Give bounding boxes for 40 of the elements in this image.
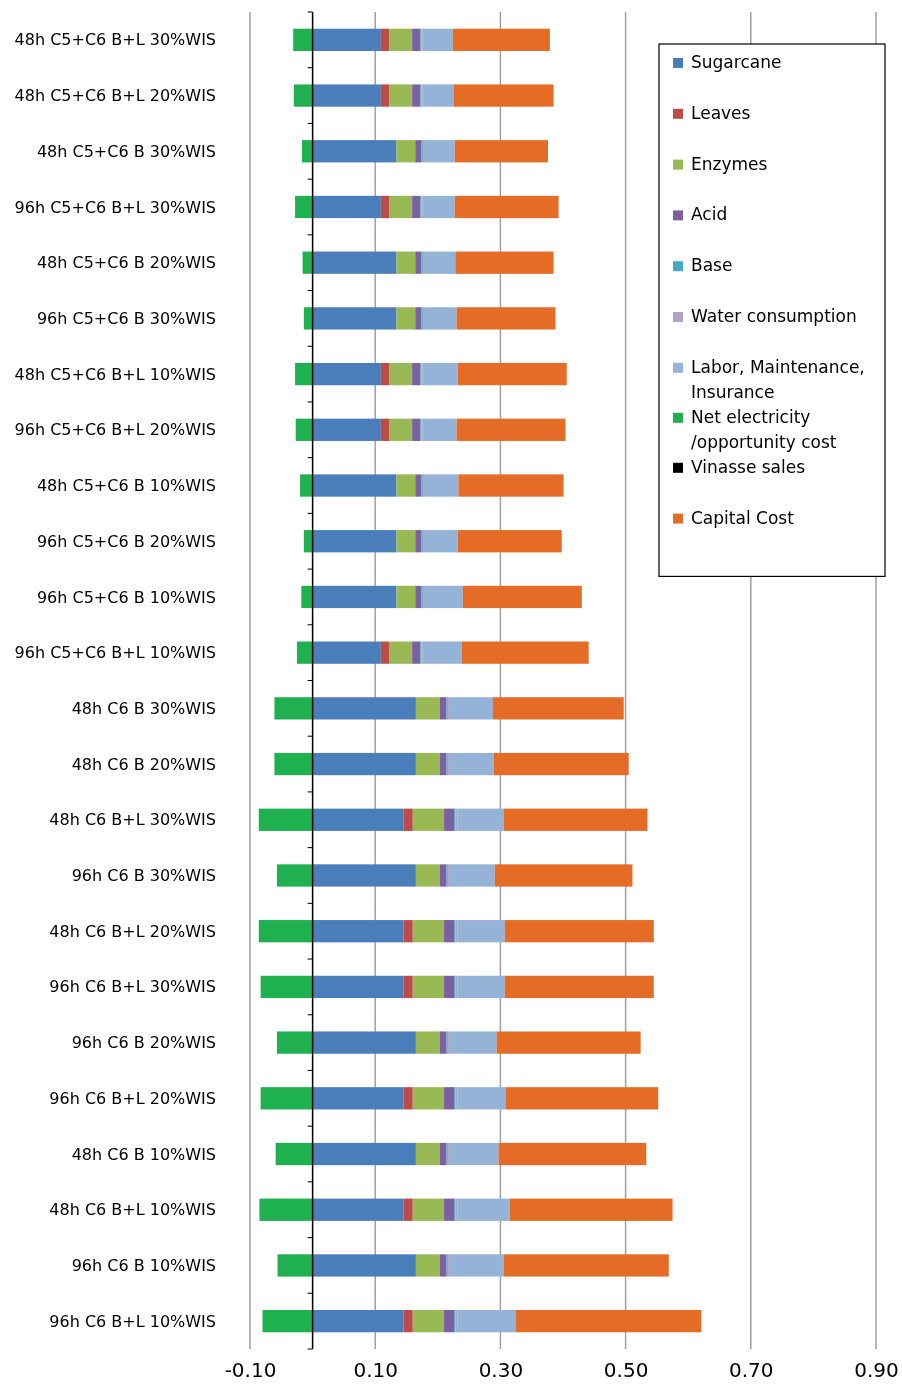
y-tick-label: 96h C5+C6 B 10%WIS [36,587,216,607]
legend-label: Vinasse sales [691,456,806,477]
y-tick-label: 96h C6 B 10%WIS [71,1256,216,1276]
y-tick-label: 48h C6 B+L 20%WIS [49,921,216,941]
y-tick-label: 96h C6 B+L 20%WIS [49,1088,216,1108]
legend-label: Acid [691,204,728,225]
legend-label: Net electricity /opportunity cost [691,406,837,452]
x-tick-label: 0.30 [478,1358,524,1383]
y-tick-label: 48h C5+C6 B+L 30%WIS [14,30,216,50]
y-tick-label: 48h C6 B+L 30%WIS [49,810,216,830]
y-tick-label: 96h C6 B 20%WIS [71,1033,216,1053]
x-tick-label: -0.10 [224,1358,277,1383]
y-tick-label: 48h C6 B 20%WIS [71,754,216,774]
y-tick-label: 96h C6 B+L 30%WIS [49,977,216,997]
legend-label: Water consumption [691,306,857,326]
x-tick-label: 0.10 [353,1358,398,1383]
y-tick-label: 48h C5+C6 B 20%WIS [36,253,216,273]
y-tick-label: 96h C5+C6 B+L 30%WIS [14,197,216,217]
y-tick-label: 48h C6 B 10%WIS [71,1144,216,1164]
y-tick-label: 96h C5+C6 B+L 10%WIS [14,643,216,663]
x-tick-label: 0.70 [729,1358,774,1383]
y-tick-label: 96h C5+C6 B+L 20%WIS [14,420,216,440]
y-tick-label: 48h C5+C6 B 10%WIS [36,476,216,496]
y-tick-label: 96h C5+C6 B 30%WIS [36,309,216,328]
legend-label: Labor, Maintenance, Insurance [691,356,865,402]
x-tick-label: 0.90 [854,1358,899,1383]
legend-label: Enzymes [691,153,768,174]
legend-label: Base [691,255,733,276]
y-tick-label: 48h C5+C6 B 30%WIS [36,141,216,161]
x-tick-label: 0.50 [603,1358,649,1383]
legend-label: Leaves [691,102,751,123]
y-tick-label: 48h C5+C6 B+L 20%WIS [14,86,216,106]
y-tick-label: 48h C6 B 30%WIS [71,698,216,718]
legend-label: Sugarcane [691,52,782,72]
y-tick-label: 48h C6 B+L 10%WIS [49,1200,216,1220]
y-tick-label: 48h C5+C6 B+L 10%WIS [14,364,216,384]
y-tick-label: 96h C6 B+L 10%WIS [49,1311,216,1331]
legend-label: Capital Cost [691,507,795,528]
y-tick-label: 96h C5+C6 B 20%WIS [36,531,216,551]
y-tick-label: 96h C6 B 30%WIS [71,866,216,886]
